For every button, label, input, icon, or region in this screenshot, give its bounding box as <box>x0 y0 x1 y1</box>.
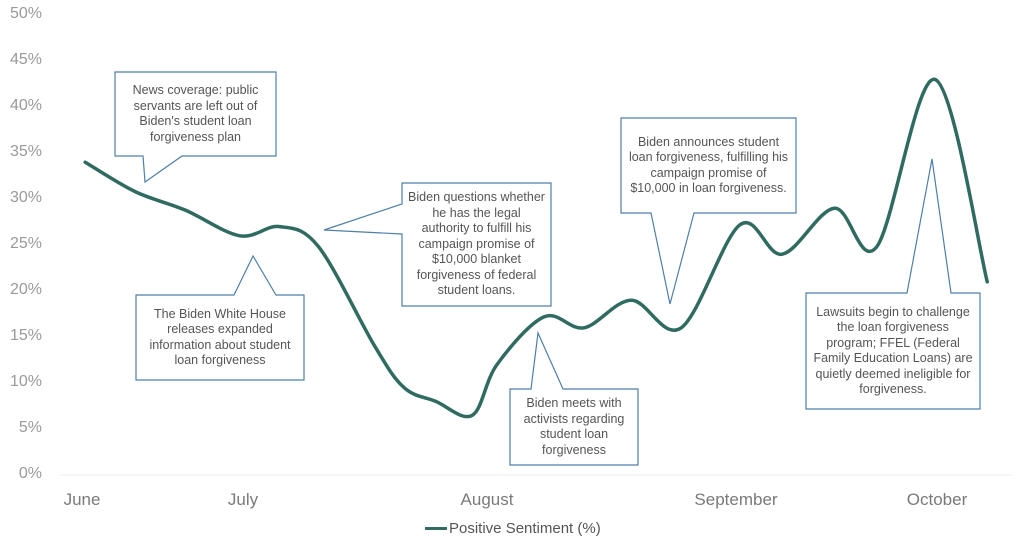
legend-label: Positive Sentiment (%) <box>449 520 601 537</box>
annotation-text: Lawsuits begin to challenge the loan for… <box>813 304 973 397</box>
y-tick-label: 5% <box>18 419 42 436</box>
y-tick-label: 30% <box>9 189 42 206</box>
x-tick-label: July <box>227 490 259 509</box>
legend-swatch <box>425 527 447 530</box>
y-tick-label: 35% <box>9 143 42 160</box>
legend: Positive Sentiment (%) <box>425 520 601 537</box>
y-tick-label: 50% <box>9 5 42 22</box>
annotation-callout <box>135 254 305 381</box>
annotation-callout <box>114 71 277 184</box>
x-tick-label: September <box>694 490 778 509</box>
annotation-callout <box>323 182 552 307</box>
annotation-text: Biden questions whether he has the legal… <box>408 190 545 298</box>
annotation-text: Biden announces student loan forgiveness… <box>628 134 789 196</box>
annotation-text: Biden meets with activists regarding stu… <box>523 396 625 457</box>
x-tick-label: October <box>906 490 968 509</box>
annotation-callout <box>805 158 981 410</box>
annotation-text: News coverage: public servants are left … <box>132 83 259 144</box>
y-tick-label: 15% <box>9 327 42 344</box>
y-tick-label: 10% <box>9 373 42 390</box>
x-tick-label: June <box>63 490 101 509</box>
y-tick-label: 0% <box>18 465 42 482</box>
x-tick-label: August <box>460 490 514 509</box>
y-tick-label: 25% <box>9 235 42 252</box>
annotation-callout <box>509 330 639 466</box>
annotation-callout <box>620 117 797 305</box>
annotation-text: The Biden White House releases expanded … <box>149 306 291 368</box>
y-tick-label: 40% <box>9 97 42 114</box>
y-tick-label: 45% <box>9 51 42 68</box>
y-tick-label: 20% <box>9 281 42 298</box>
